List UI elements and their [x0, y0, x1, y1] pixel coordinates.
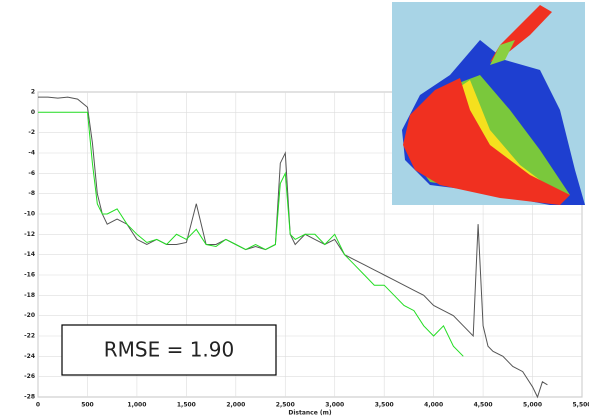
chart: 2 0 -2 -4 -6 -8 -10 -12 -14 -16 -18 -20 -22 -24 -26 -28… — [0, 0, 589, 418]
y-tick-label: -20 — [24, 312, 35, 319]
y-tick-label: -26 — [24, 373, 35, 380]
y-tick-label: -22 — [24, 333, 35, 340]
x-tick-label: 2,000 — [226, 402, 245, 409]
x-tick-label: 1,000 — [127, 402, 146, 409]
x-axis-label: Distance (m) — [288, 410, 332, 417]
inset-map — [392, 2, 585, 205]
y-tick-label: -6 — [28, 170, 35, 177]
x-tick-label: 2,500 — [276, 402, 295, 409]
y-tick-label: 2 — [31, 89, 35, 96]
y-tick-label: -4 — [28, 150, 35, 157]
x-tick-label: 3,000 — [325, 402, 344, 409]
y-tick-label: -18 — [24, 292, 35, 299]
annotation: RMSE = 1.90 — [104, 338, 235, 362]
y-tick-label: -28 — [24, 394, 35, 401]
y-tick-label: -12 — [24, 231, 35, 238]
y-tick-label: -14 — [24, 251, 35, 258]
y-tick-label: 0 — [31, 109, 35, 116]
x-tick-label: 1,500 — [177, 402, 196, 409]
x-tick-label: 5,000 — [523, 402, 542, 409]
x-tick-label: 3,500 — [375, 402, 394, 409]
y-tick-label: -16 — [24, 272, 35, 279]
y-tick-label: -2 — [28, 129, 35, 136]
y-tick-label: -24 — [24, 353, 35, 360]
x-tick-label: 0 — [36, 402, 40, 409]
x-tick-label: 500 — [81, 402, 94, 409]
x-tick-label: 4,500 — [474, 402, 493, 409]
y-tick-label: -10 — [24, 211, 35, 218]
x-tick-label: 5,500 — [573, 402, 589, 409]
x-tick-label: 4,000 — [424, 402, 443, 409]
y-tick-label: -8 — [28, 190, 35, 197]
